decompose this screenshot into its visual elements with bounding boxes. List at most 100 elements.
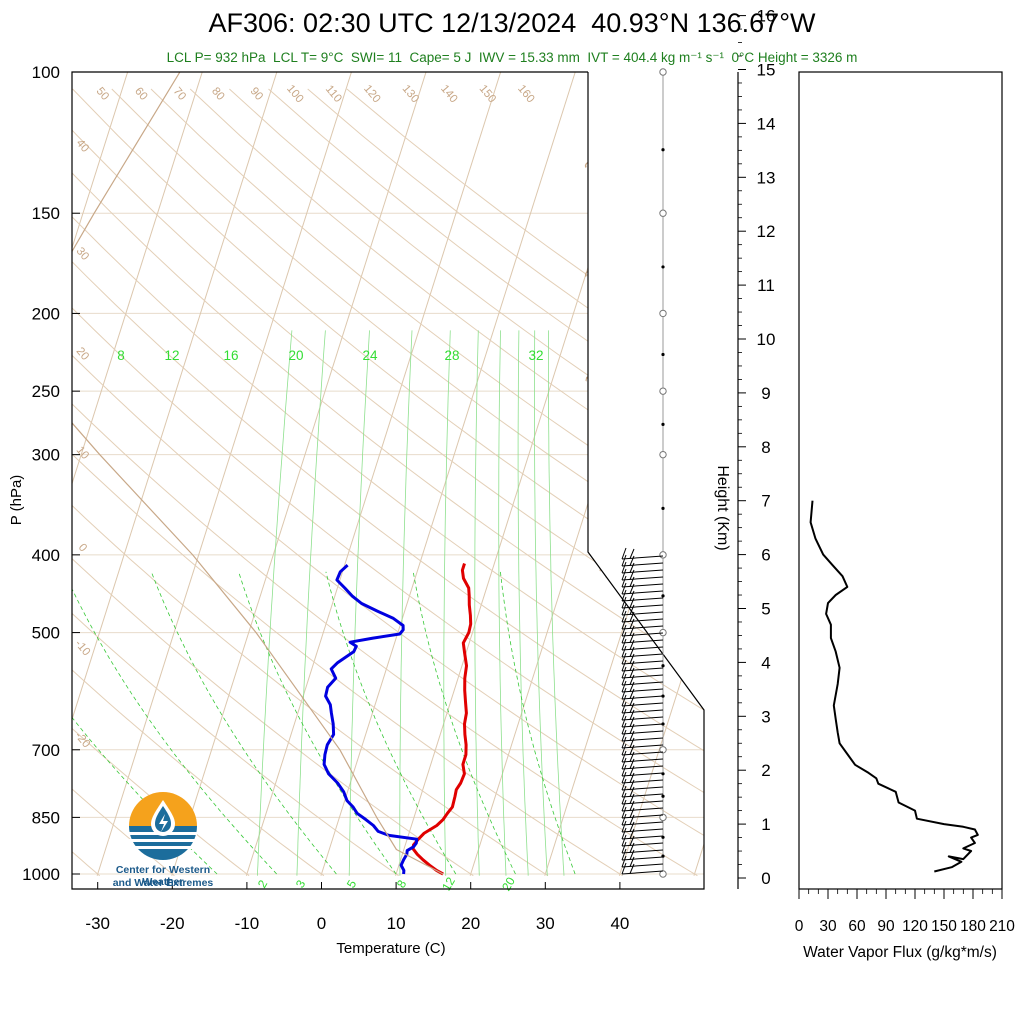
wind-barb-flag — [621, 554, 627, 567]
dry-adiabat — [72, 403, 698, 877]
wind-barb-flag — [629, 653, 635, 664]
x-tick-label: 10 — [387, 914, 406, 933]
wind-barb — [621, 660, 664, 665]
wind-barb — [621, 681, 664, 686]
wind-barb-flag — [629, 863, 635, 874]
mixing-ratio-label: 32 — [528, 348, 543, 363]
dry-adiabat — [72, 260, 704, 752]
y-tick-label: 500 — [32, 624, 60, 643]
dry-adiabat — [72, 88, 704, 595]
wind-barb — [621, 828, 664, 833]
wind-barb-flag — [621, 638, 627, 651]
wind-barb-calm-circle — [659, 746, 667, 754]
mixing-ratio-label: 24 — [362, 348, 378, 363]
dry-adiabat-label: 40 — [74, 137, 91, 155]
wind-barb-flag — [629, 674, 635, 685]
wind-barb — [621, 667, 664, 672]
wind-barb-flag — [629, 583, 635, 594]
dry-adiabat-label: 60 — [132, 85, 149, 103]
cw3e-logo: Center for Western Weather and Water Ext… — [95, 784, 231, 894]
wind-barb-calm-circle — [659, 309, 667, 318]
height-tick-label: 0 — [761, 869, 770, 888]
wind-barb — [621, 744, 664, 749]
wind-barb — [621, 604, 664, 609]
wvf-x-tick-label: 180 — [960, 918, 986, 935]
y-tick-label: 200 — [32, 304, 60, 323]
wind-barb-calm-circle — [659, 628, 667, 637]
x-axis-label: Temperature (C) — [336, 940, 445, 957]
wind-barb-flag — [629, 716, 635, 727]
wind-barb — [621, 723, 664, 728]
isotherm — [245, 72, 502, 876]
skewt-background — [72, 72, 704, 877]
y-tick-label: 700 — [32, 741, 60, 760]
dry-adiabat-label: 100 — [284, 83, 306, 105]
wind-barb-flag — [621, 729, 627, 742]
wind-barb-flag — [621, 799, 627, 812]
wind-barb — [621, 814, 664, 819]
wind-barb-flag — [621, 820, 627, 833]
wind-barb-flag — [629, 751, 635, 762]
series-dewpoint — [322, 563, 419, 875]
moist-adiabat — [150, 571, 337, 875]
wind-barb-flag — [629, 765, 635, 776]
wvf-x-tick-label: 30 — [819, 918, 837, 935]
wind-barb — [621, 751, 664, 756]
wind-barb-flag — [629, 625, 635, 636]
height-tick-label: 13 — [757, 168, 776, 187]
wind-barb-calm-circle — [659, 387, 667, 395]
dry-adiabat — [72, 788, 175, 877]
wvf-x-tick-label: 60 — [848, 918, 866, 935]
wind-barb-flag — [629, 576, 635, 587]
height-tick-label: 3 — [761, 707, 770, 726]
dry-adiabat-label: 90 — [248, 85, 265, 103]
dry-adiabat — [72, 129, 704, 633]
wind-barb-flag — [629, 695, 635, 706]
wind-barb-level-dot — [661, 148, 665, 152]
wind-barb-flag — [629, 807, 635, 818]
wind-barb-flag — [621, 750, 627, 763]
wind-barb-flag — [621, 813, 627, 826]
height-tick-label: 10 — [757, 330, 776, 349]
series-water-vapor-flux — [809, 500, 979, 873]
y-tick-label: 850 — [32, 808, 60, 827]
height-tick-label: 9 — [761, 384, 770, 403]
dry-adiabat-label: 20 — [74, 345, 91, 363]
wind-barb-flag — [629, 618, 635, 629]
wind-barb-flag — [621, 631, 627, 644]
isotherm — [320, 72, 576, 876]
mixing-ratio-line — [296, 330, 326, 876]
wind-barb-flag — [621, 589, 627, 602]
wind-barb-flag — [621, 848, 627, 861]
wind-barb-flag — [629, 856, 635, 867]
dry-adiabat-label: 160 — [515, 83, 537, 105]
wind-barb-level-dot — [661, 352, 665, 357]
wind-barb — [621, 562, 664, 567]
mixing-ratio-line — [498, 330, 507, 876]
wind-barb-flag — [621, 778, 627, 791]
wind-barb-flag — [629, 562, 635, 573]
chart-title: AF306: 02:30 UTC 12/13/2024 40.93°N 136.… — [208, 8, 816, 38]
moist-adiabat — [412, 571, 516, 875]
wind-barb-flag — [629, 835, 635, 846]
wind-barb-flag — [621, 673, 627, 686]
dry-adiabat-label: -10 — [72, 638, 92, 658]
wind-barb-flag — [621, 715, 627, 728]
dry-adiabat-label: 70 — [171, 85, 188, 103]
y-tick-label: 150 — [32, 204, 60, 223]
wind-barb-calm-circle — [659, 551, 667, 559]
wind-barb-flag — [629, 548, 635, 559]
wind-barb — [621, 730, 664, 735]
wind-barb-level-dot — [661, 422, 665, 426]
skewt-data — [72, 72, 473, 876]
wind-barb-flag — [629, 590, 635, 601]
wind-barb-calm-circle — [659, 68, 667, 76]
wind-barb — [621, 849, 664, 854]
wind-barb — [621, 807, 664, 812]
wind-barb-flag — [621, 617, 627, 630]
wind-barb-flag — [621, 582, 627, 595]
height-tick-label: 1 — [761, 815, 770, 834]
mixing-ratio-label: 16 — [223, 348, 238, 363]
wvf-frame — [798, 71, 1003, 890]
wind-barb-flag — [629, 597, 635, 608]
